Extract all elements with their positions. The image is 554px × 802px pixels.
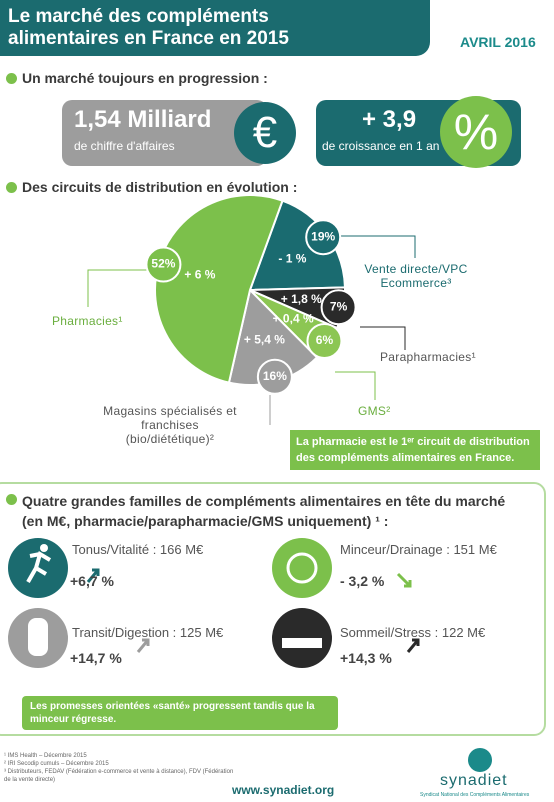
stat-label: de chiffre d'affaires: [74, 139, 175, 153]
stat-label: de croissance en 1 an: [322, 139, 440, 153]
heading: Quatre grandes familles de compléments a…: [22, 493, 506, 529]
family-label: Transit/Digestion : 125 M€: [72, 625, 224, 640]
arrow: [396, 572, 412, 588]
value-badge: [320, 289, 357, 326]
callout: La pharmacie est le 1ᵉʳ circuit de distr…: [290, 430, 540, 470]
category-label: Parapharmacies¹: [380, 350, 476, 364]
family-label: Tonus/Vitalité : 166 M€: [72, 542, 204, 557]
bullet: [6, 73, 17, 84]
leader: [87, 269, 147, 307]
family-label: Sommeil/Stress : 122 M€: [340, 625, 486, 640]
note: Les promesses orientées «santé» progress…: [22, 696, 338, 730]
category-label: Vente directe/VPC Ecommerce³: [364, 262, 468, 290]
change-label: + 6 %: [184, 267, 215, 281]
footnote: ² IRI Secodip cumuls – Décembre 2015: [4, 761, 109, 767]
category-label: Pharmacies¹: [52, 314, 123, 328]
panel: [0, 482, 546, 736]
brand: synadiet: [440, 772, 508, 789]
change-label: + 0,4 %: [273, 312, 314, 326]
icon: [272, 538, 332, 598]
date: AVRIL 2016: [460, 34, 536, 50]
arrow: [136, 638, 150, 653]
arrow: [406, 638, 420, 653]
stat-box: [62, 100, 267, 166]
icon: [26, 550, 52, 583]
value-badge: [306, 322, 343, 359]
family-label: Minceur/Drainage : 151 M€: [340, 542, 497, 557]
icon: [40, 544, 48, 552]
value-badge: [256, 358, 293, 395]
leader: [340, 235, 416, 258]
bullet: [6, 182, 17, 193]
value-label: 19%: [311, 229, 335, 243]
heading: Un marché toujours en progression :: [22, 70, 268, 86]
logo: [468, 748, 492, 772]
change-label: + 5,4 %: [244, 332, 285, 346]
change-label: + 1,8 %: [281, 292, 322, 306]
value-label: 7%: [330, 299, 348, 313]
heading: Des circuits de distribution en évolutio…: [22, 179, 298, 195]
value-badge: [305, 219, 342, 256]
stat-value: + 3,9: [362, 106, 417, 133]
value-label: 6%: [316, 333, 334, 347]
icon: [28, 618, 48, 656]
family-icons: [8, 538, 420, 668]
bullet: [6, 494, 17, 505]
footnote: ¹ IMS Health – Décembre 2015: [4, 753, 87, 759]
value-label: 16%: [263, 369, 287, 383]
title: Le marché des compléments alimentaires e…: [8, 6, 289, 49]
family-change: +6,7 %: [70, 573, 114, 589]
change-label: - 1 %: [278, 252, 306, 266]
leader: [360, 326, 406, 350]
tagline: Syndicat National des Compléments Alimen…: [420, 792, 530, 798]
url: www.synadiet.org: [232, 783, 335, 797]
icon: [282, 638, 322, 648]
category-label: GMS²: [358, 404, 391, 418]
stat-value: 1,54 Milliard: [74, 106, 212, 133]
footnotes: ¹ IMS Health – Décembre 2015 ² IRI Secod…: [4, 752, 234, 784]
leader: [335, 371, 376, 400]
icon: [286, 552, 318, 584]
category-label: Magasins spécialisés et franchises (bio/…: [103, 404, 237, 446]
family-change: +14,7 %: [70, 650, 122, 666]
symbol: €: [234, 102, 296, 164]
family-change: +14,3 %: [340, 650, 392, 666]
value-label: 52%: [151, 257, 175, 271]
header-band: [0, 0, 430, 56]
family-change: - 3,2 %: [340, 573, 385, 589]
value-badge: [145, 246, 182, 283]
footnote: ³ Distributeurs, FEDAV (Fédération e-com…: [4, 769, 234, 783]
symbol: %: [440, 96, 512, 168]
arrow: [86, 568, 100, 583]
pie-chart: - 1 % + 1,8 % + 0,4 % + 5,4 % + 6 % 19% 7% 6% 16…: [87, 195, 416, 425]
leader: [269, 395, 271, 425]
